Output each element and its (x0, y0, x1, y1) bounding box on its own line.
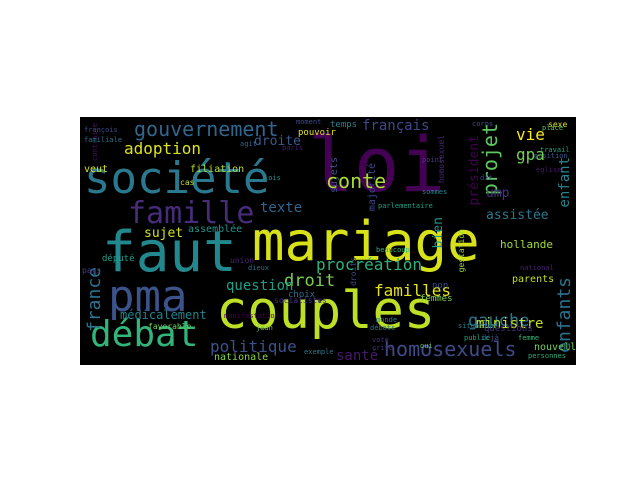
word-personnes: personnes (528, 352, 566, 360)
word-dit: dit (480, 174, 493, 182)
word-homosexuels: homosexuels (384, 337, 517, 361)
word-monde: monde (376, 316, 398, 324)
word-national: national (520, 264, 554, 272)
word-deja: déjà (482, 334, 499, 342)
word-gpa: gpa (516, 145, 545, 164)
word-procreation: procréation (316, 255, 422, 274)
word-familiale: familiale (84, 136, 122, 144)
word-exemple: exemple (304, 348, 334, 356)
word-femme: femme (518, 334, 540, 342)
word-enfant: enfant (557, 157, 573, 208)
word-position: position (534, 152, 568, 160)
word-jean: jean (256, 324, 273, 332)
word-medicalement: médicalement (120, 308, 207, 322)
word-sante: santé (336, 348, 379, 364)
word-ministre: ministre (476, 316, 544, 332)
word-conte: conte (326, 169, 387, 193)
word-dieux: dieux (248, 264, 270, 272)
word-union: union (230, 256, 255, 265)
word-societe: société (84, 153, 270, 204)
word-hollande: hollande (500, 238, 553, 251)
word-question: question (226, 278, 294, 294)
word-president: président (467, 135, 482, 206)
word-france: france (84, 267, 105, 333)
word-debats: débats (370, 324, 396, 332)
word-place: place (542, 124, 564, 132)
word-crise: crise (372, 344, 394, 352)
word-gauche: gauche (468, 311, 530, 331)
word-sommes: sommes (422, 188, 448, 196)
word-gouvernement: gouvernement (134, 117, 279, 141)
word-adoption: adoption (124, 139, 202, 158)
word-agit: agit (240, 140, 257, 148)
word-mariage: mariage (252, 210, 480, 273)
word-beaucoup: beaucoup (376, 246, 410, 254)
word-depute: député (102, 254, 135, 264)
word-manifestation: manifestation (224, 312, 279, 320)
word-droit: droit (284, 271, 336, 291)
word-travail: travail (540, 146, 570, 154)
word-corps: corps (472, 120, 494, 128)
word-politique: politique (210, 337, 297, 356)
word-francois: françois (84, 126, 118, 134)
word-couples: couples (216, 281, 436, 341)
word-situation: situation (458, 322, 496, 330)
word-favorable: favorable (148, 322, 192, 331)
word-ump: ump (486, 186, 510, 201)
word-public: public (464, 334, 490, 342)
word-questions: questions (484, 324, 533, 334)
word-pma: pma (108, 271, 188, 322)
word-choix: choix (288, 290, 316, 300)
word-cloud: mariage loi société faut couples pma déb… (80, 117, 576, 365)
word-parlementaire: parlementaire (378, 202, 433, 210)
word-filiation: filiation (190, 164, 245, 175)
word-femmes: femmes (420, 294, 453, 304)
word-famille: famille (128, 196, 255, 231)
word-temps: temps (330, 120, 358, 130)
word-debat: débat (90, 314, 199, 355)
word-pays: pays (82, 266, 102, 275)
word-paris: paris (282, 144, 304, 152)
word-point: point (422, 156, 444, 164)
word-assemblee: assemblée (188, 224, 243, 235)
word-parents: parents (512, 274, 555, 285)
word-sexe: sexe (548, 120, 568, 129)
word-vie: vie (516, 125, 545, 144)
word-assistee: assistée (486, 208, 549, 223)
word-texte: texte (260, 200, 303, 216)
word-vote: vote (372, 336, 389, 344)
word-veut: veut (84, 164, 109, 175)
word-cas: cas (180, 178, 195, 187)
word-eglise: église (536, 166, 562, 174)
word-moment: moment (296, 118, 322, 126)
word-familles: familles (374, 281, 452, 300)
word-loi: loi (308, 120, 446, 209)
word-francais: français (362, 118, 430, 134)
word-nouvelle: nouvelle (534, 342, 576, 353)
word-socialistes: socialistes (274, 296, 327, 305)
word-pouvoir: pouvoir (298, 128, 336, 138)
word-oui: oui (420, 342, 433, 350)
word-sujet: sujet (144, 226, 184, 241)
word-nationale: nationale (214, 352, 269, 363)
word-gestation: gestation (457, 229, 466, 273)
word-bien: bien (431, 217, 446, 249)
word-non: non (432, 281, 449, 291)
word-lois: lois (264, 174, 281, 182)
word-projet: projet (478, 123, 502, 196)
word-faut: faut (102, 220, 237, 285)
word-droite: droite (254, 134, 301, 149)
